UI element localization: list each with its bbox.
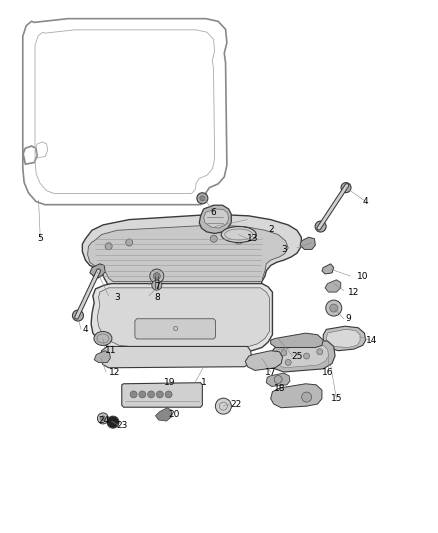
Circle shape: [97, 413, 109, 424]
Circle shape: [152, 280, 162, 290]
Text: 9: 9: [345, 314, 351, 323]
Polygon shape: [271, 340, 335, 372]
Polygon shape: [325, 280, 341, 292]
Circle shape: [341, 183, 351, 192]
Circle shape: [274, 375, 282, 384]
Polygon shape: [322, 264, 334, 274]
Text: 25: 25: [291, 352, 303, 360]
Circle shape: [100, 416, 106, 421]
Polygon shape: [90, 264, 105, 276]
Polygon shape: [300, 237, 315, 249]
Text: 14: 14: [366, 336, 377, 344]
Text: 23: 23: [116, 421, 127, 430]
Polygon shape: [94, 351, 110, 362]
Circle shape: [304, 353, 310, 359]
Circle shape: [165, 391, 172, 398]
Polygon shape: [97, 288, 269, 346]
Polygon shape: [122, 383, 202, 407]
Circle shape: [317, 349, 323, 355]
Circle shape: [153, 272, 160, 280]
Circle shape: [72, 310, 84, 321]
Circle shape: [235, 237, 242, 245]
Text: 4: 4: [83, 325, 88, 334]
Circle shape: [302, 392, 311, 402]
Circle shape: [326, 300, 342, 316]
Circle shape: [92, 268, 102, 278]
Text: 24: 24: [99, 416, 110, 424]
Text: 20: 20: [169, 410, 180, 419]
Circle shape: [126, 239, 133, 246]
Polygon shape: [91, 284, 272, 352]
Polygon shape: [271, 384, 322, 408]
Circle shape: [330, 304, 338, 312]
Text: 4: 4: [363, 197, 368, 206]
Polygon shape: [155, 408, 172, 421]
Circle shape: [150, 269, 164, 283]
Text: 12: 12: [348, 288, 360, 296]
Text: 16: 16: [322, 368, 333, 376]
Circle shape: [130, 391, 137, 398]
Circle shape: [215, 398, 231, 414]
Polygon shape: [82, 214, 301, 287]
Circle shape: [210, 235, 217, 243]
Polygon shape: [274, 344, 328, 368]
Circle shape: [148, 391, 155, 398]
Circle shape: [107, 416, 119, 428]
Text: 2: 2: [268, 225, 273, 233]
Text: 13: 13: [247, 235, 259, 243]
Text: 12: 12: [109, 368, 120, 376]
Circle shape: [285, 359, 291, 366]
Text: 11: 11: [105, 346, 116, 355]
Polygon shape: [100, 346, 252, 368]
Polygon shape: [271, 333, 323, 348]
Text: 3: 3: [281, 245, 287, 254]
Circle shape: [105, 243, 112, 250]
Polygon shape: [204, 209, 229, 228]
Circle shape: [315, 221, 326, 232]
Text: 19: 19: [164, 378, 176, 387]
Circle shape: [281, 350, 287, 356]
Text: 6: 6: [211, 208, 217, 216]
Polygon shape: [266, 373, 290, 386]
Text: 10: 10: [357, 272, 368, 280]
Text: 3: 3: [114, 293, 120, 302]
Polygon shape: [245, 351, 283, 370]
Circle shape: [200, 196, 205, 201]
Circle shape: [139, 391, 146, 398]
Text: 1: 1: [201, 378, 207, 387]
Ellipse shape: [94, 332, 112, 345]
Polygon shape: [88, 225, 288, 281]
Text: 8: 8: [154, 293, 160, 302]
Polygon shape: [199, 205, 231, 233]
Text: 5: 5: [37, 235, 43, 243]
Text: 7: 7: [154, 282, 160, 291]
Text: 15: 15: [331, 394, 342, 403]
Ellipse shape: [221, 227, 256, 243]
Text: 18: 18: [274, 384, 285, 392]
Circle shape: [197, 193, 208, 204]
Polygon shape: [326, 329, 360, 348]
Text: 17: 17: [265, 368, 276, 376]
Text: 22: 22: [230, 400, 241, 408]
Circle shape: [156, 391, 163, 398]
Text: O: O: [173, 326, 178, 332]
Polygon shape: [323, 326, 366, 351]
Polygon shape: [135, 319, 215, 339]
